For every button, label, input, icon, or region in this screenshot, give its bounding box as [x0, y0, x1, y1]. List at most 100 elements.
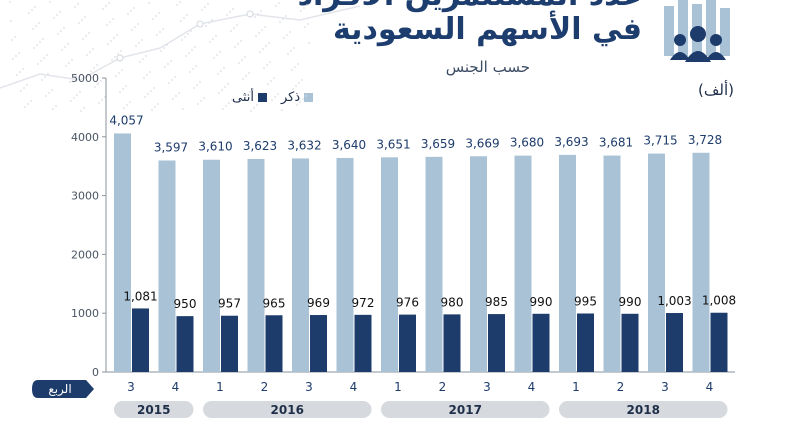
year-pill	[381, 401, 550, 418]
map-dot	[38, 22, 40, 24]
map-dot	[227, 83, 229, 85]
map-dot	[216, 54, 218, 56]
x-tick-label: 4	[706, 380, 714, 394]
legend-item-male: ذكر	[281, 90, 314, 105]
map-dot	[159, 31, 161, 33]
map-dot	[268, 42, 270, 44]
bar-male	[292, 158, 309, 372]
map-dot	[306, 4, 308, 6]
map-dot	[64, 46, 66, 48]
map-dot	[256, 104, 258, 106]
map-dot	[106, 24, 108, 26]
map-dot	[176, 4, 178, 6]
map-dot	[190, 30, 192, 32]
map-dot	[200, 100, 202, 102]
map-dot	[142, 58, 144, 60]
data-label-male: 3,728	[688, 133, 722, 147]
map-dot	[304, 26, 306, 28]
map-dot	[130, 10, 132, 12]
bar-female	[577, 313, 594, 372]
data-label-male: 3,610	[198, 140, 232, 154]
map-dot	[119, 91, 121, 93]
map-dot	[9, 1, 11, 3]
map-dot	[125, 85, 127, 87]
map-dot	[255, 35, 257, 37]
data-label-male: 3,680	[510, 136, 544, 150]
quarter-badge	[32, 380, 94, 398]
map-dot	[113, 37, 115, 39]
x-tick-label: 3	[483, 380, 491, 394]
map-dot	[117, 53, 119, 55]
data-label-female: 976	[396, 296, 419, 310]
map-dot	[226, 14, 228, 16]
year-label: 2018	[627, 403, 660, 417]
data-label-female: 965	[263, 296, 286, 310]
map-dot	[68, 62, 70, 64]
map-dot	[253, 107, 255, 109]
data-label-female: 950	[174, 297, 197, 311]
map-dot	[191, 49, 193, 51]
map-dot	[189, 71, 191, 73]
legend-swatch-female	[258, 93, 267, 102]
map-dot	[194, 46, 196, 48]
map-dot	[250, 110, 252, 112]
x-tick-label: 2	[439, 380, 447, 394]
map-dot	[238, 62, 240, 64]
map-dot	[83, 107, 85, 109]
map-dot	[114, 56, 116, 58]
map-dot	[104, 96, 106, 98]
map-dot	[22, 68, 24, 70]
map-dot	[20, 90, 22, 92]
map-dot	[121, 69, 123, 71]
map-dot	[307, 23, 309, 25]
map-dot	[76, 94, 78, 96]
year-pill	[203, 401, 372, 418]
bar-female	[621, 313, 639, 372]
map-dot	[23, 87, 25, 89]
map-dot	[193, 87, 195, 89]
map-dot	[219, 51, 221, 53]
unit-label: (ألف)	[698, 81, 734, 99]
map-dot	[81, 19, 83, 21]
map-dot	[264, 26, 266, 28]
bar-female	[265, 315, 283, 372]
map-dot	[84, 16, 86, 18]
data-label-female: 980	[441, 295, 464, 309]
map-dot	[167, 63, 169, 65]
map-dot	[53, 17, 55, 19]
map-dot	[287, 53, 289, 55]
x-tick-label: 1	[216, 380, 224, 394]
map-dot	[11, 39, 13, 41]
x-tick-label: 3	[661, 380, 669, 394]
map-dot	[207, 3, 209, 5]
map-dot	[197, 103, 199, 105]
map-dot	[143, 77, 145, 79]
map-dot	[240, 40, 242, 42]
bar-female	[354, 314, 372, 372]
map-dot	[79, 91, 81, 93]
map-dot	[139, 61, 141, 63]
bar-female	[221, 315, 238, 372]
map-dot	[24, 106, 26, 108]
map-dot	[138, 42, 140, 44]
map-dot	[96, 64, 98, 66]
map-dot	[265, 45, 267, 47]
map-dot	[90, 70, 92, 72]
map-dot	[178, 92, 180, 94]
map-dot	[205, 25, 207, 27]
data-label-male: 3,597	[154, 140, 188, 154]
data-label-female: 969	[307, 296, 330, 310]
map-dot	[179, 1, 181, 3]
map-dot	[201, 9, 203, 11]
map-dot	[75, 75, 77, 77]
map-dot	[209, 41, 211, 43]
year-label: 2016	[271, 403, 304, 417]
map-dot	[164, 66, 166, 68]
bar-male	[692, 152, 710, 372]
map-dot	[203, 97, 205, 99]
map-dot	[162, 28, 164, 30]
map-dot	[269, 61, 271, 63]
map-dot	[65, 65, 67, 67]
map-dot	[278, 2, 280, 4]
legend-label-female: أنثى	[232, 90, 254, 105]
